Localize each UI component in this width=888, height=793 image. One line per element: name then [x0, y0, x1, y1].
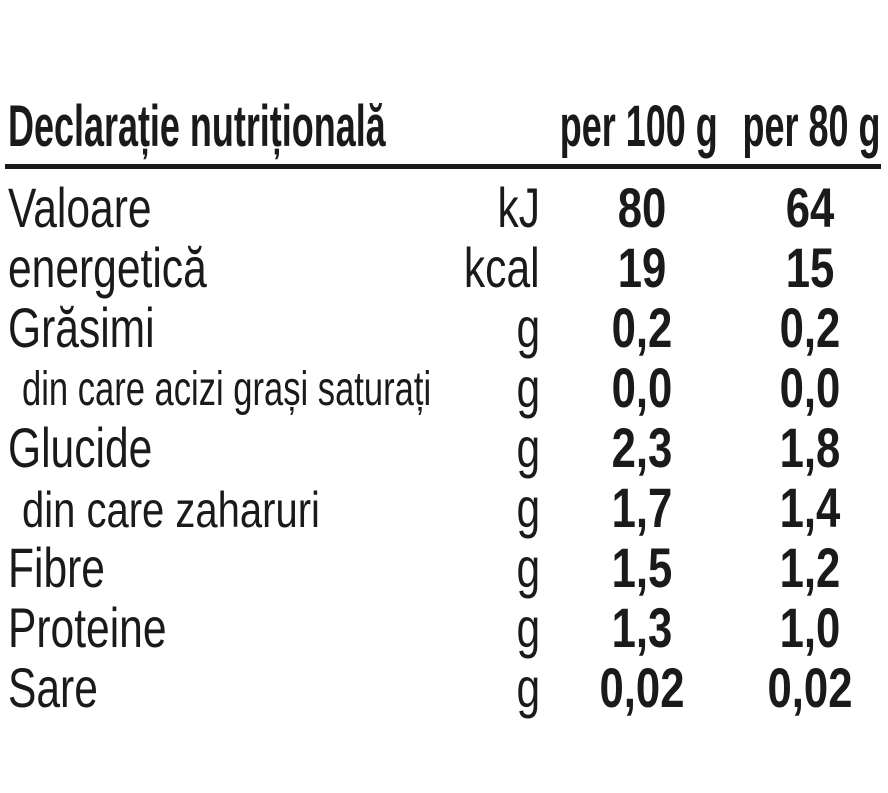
value-per-80g: 0,2: [779, 296, 841, 359]
unit: g: [516, 296, 540, 359]
nutrient-label: Grăsimi: [8, 296, 155, 359]
unit: g: [516, 476, 540, 539]
nutrient-label: Proteine: [8, 596, 167, 659]
nutrient-label: din care acizi grași saturați: [22, 363, 432, 416]
unit: g: [516, 416, 540, 479]
table-row: Proteine g 1,3 1,0: [0, 600, 888, 660]
value-per-80g: 1,2: [779, 536, 841, 599]
nutrient-label: Fibre: [8, 536, 105, 599]
table-row: energetică kcal 19 15: [0, 240, 888, 300]
nutrient-label: Valoare: [8, 176, 152, 239]
value-per-100g: 1,5: [611, 536, 673, 599]
value-per-80g: 1,4: [779, 476, 841, 539]
value-per-100g: 80: [617, 176, 667, 239]
value-per-80g: 0,0: [779, 356, 841, 419]
nutrient-label: din care zaharuri: [22, 482, 320, 538]
unit: g: [516, 536, 540, 599]
value-per-100g: 0,0: [611, 356, 673, 419]
nutrient-label: energetică: [8, 236, 207, 299]
column-header-per-100g: per 100 g: [560, 94, 718, 159]
table-row: din care zaharuri g 1,7 1,4: [0, 480, 888, 540]
table-title: Declarație nutrițională: [8, 94, 386, 159]
table-row: Valoare kJ 80 64: [0, 180, 888, 240]
nutrient-label: Glucide: [8, 416, 153, 479]
table-row: Sare g 0,02 0,02: [0, 660, 888, 720]
value-per-100g: 19: [617, 236, 667, 299]
table-row: Glucide g 2,3 1,8: [0, 420, 888, 480]
value-per-80g: 0,02: [767, 656, 853, 719]
value-per-100g: 2,3: [611, 416, 673, 479]
value-per-80g: 1,8: [779, 416, 841, 479]
column-header-per-80g: per 80 g: [742, 94, 880, 159]
nutrient-label: Sare: [8, 656, 98, 719]
unit: g: [516, 656, 540, 719]
value-per-100g: 0,02: [599, 656, 685, 719]
unit: kJ: [497, 176, 540, 239]
table-row: Grăsimi g 0,2 0,2: [0, 300, 888, 360]
table-row: din care acizi grași saturați g 0,0 0,0: [0, 360, 888, 420]
unit: kcal: [464, 236, 540, 299]
value-per-100g: 1,3: [611, 596, 673, 659]
value-per-80g: 1,0: [779, 596, 841, 659]
table-row: Fibre g 1,5 1,2: [0, 540, 888, 600]
header-divider: [5, 164, 881, 169]
value-per-80g: 64: [785, 176, 835, 239]
unit: g: [516, 596, 540, 659]
value-per-80g: 15: [785, 236, 835, 299]
unit: g: [516, 356, 540, 419]
value-per-100g: 1,7: [611, 476, 673, 539]
value-per-100g: 0,2: [611, 296, 673, 359]
